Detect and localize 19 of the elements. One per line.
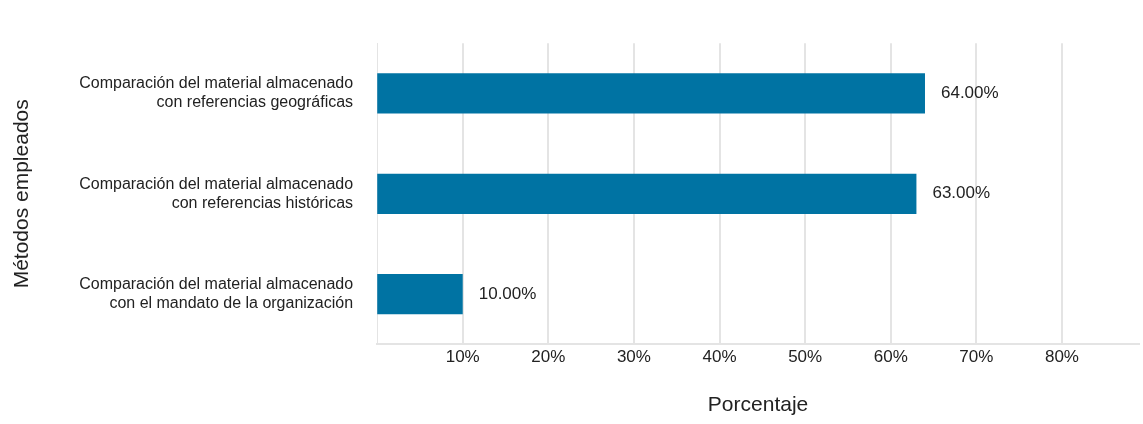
x-tick-label: 30% — [616, 347, 651, 367]
x-tick-label: 40% — [702, 347, 737, 367]
x-tick-label: 20% — [531, 347, 566, 367]
bar — [377, 173, 917, 214]
y-tick-label: Comparación del material almacenado con referencias geográficas — [79, 74, 354, 111]
y-tick-label: Comparación del material almacenado con referencias históricas — [79, 174, 354, 211]
data-label: 64.00% — [940, 83, 999, 103]
x-tick-label: 50% — [788, 347, 823, 367]
y-tick-label: Comparación del material almacenado con el mandato de la organización — [79, 275, 354, 312]
y-axis-title: Métodos empleados — [9, 99, 33, 289]
data-label: 63.00% — [932, 183, 991, 203]
x-tick-label: 80% — [1044, 347, 1079, 367]
bar — [377, 274, 463, 315]
x-tick-label: 70% — [959, 347, 994, 367]
bar — [377, 73, 925, 114]
x-axis-title: Porcentaje — [707, 392, 809, 416]
x-tick-label: 60% — [873, 347, 908, 367]
x-tick-label: 10% — [445, 347, 480, 367]
data-label: 10.00% — [478, 283, 537, 303]
